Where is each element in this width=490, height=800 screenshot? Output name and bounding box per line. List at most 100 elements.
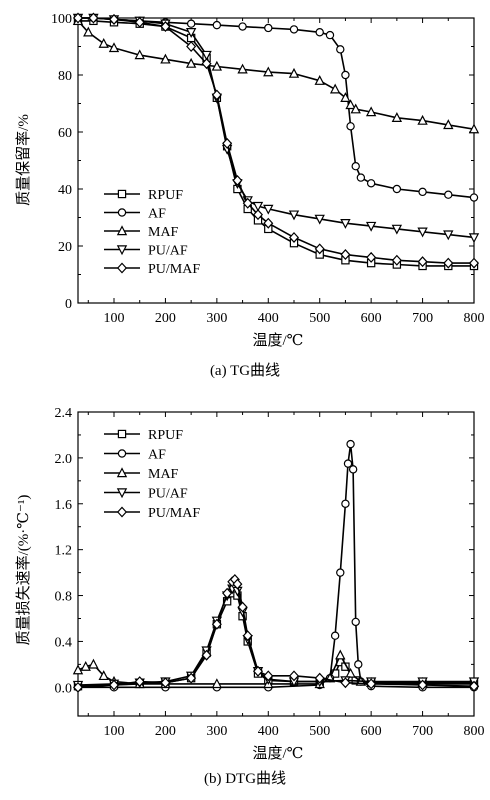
data-point bbox=[88, 658, 99, 669]
data-point bbox=[108, 42, 120, 53]
data-point bbox=[392, 184, 402, 194]
data-point bbox=[263, 204, 274, 215]
data-point bbox=[365, 106, 377, 117]
data-point bbox=[443, 257, 454, 269]
x-tick-label: 200 bbox=[155, 311, 176, 326]
series-af bbox=[73, 13, 479, 202]
series-pu-maf bbox=[72, 12, 480, 269]
y-tick-label: 2.0 bbox=[55, 452, 73, 467]
y-tick-label: 100 bbox=[51, 12, 72, 27]
x-tick-label: 800 bbox=[464, 724, 485, 739]
x-tick-label: 500 bbox=[309, 311, 330, 326]
data-point bbox=[329, 83, 341, 94]
legend-label: AF bbox=[148, 207, 166, 222]
data-point bbox=[444, 190, 453, 199]
data-point bbox=[346, 122, 355, 131]
y-tick-label: 0.4 bbox=[55, 635, 73, 650]
x-tick-label: 100 bbox=[104, 724, 125, 739]
data-point bbox=[201, 58, 212, 70]
x-tick-label: 700 bbox=[412, 724, 433, 739]
data-point bbox=[468, 233, 480, 244]
data-point bbox=[340, 249, 351, 261]
data-point bbox=[341, 70, 350, 80]
data-point bbox=[201, 50, 212, 61]
series-pu-af bbox=[72, 13, 480, 244]
data-point bbox=[185, 57, 197, 68]
y-tick-label: 2.4 bbox=[55, 406, 73, 421]
data-point bbox=[263, 217, 274, 229]
data-point bbox=[88, 12, 99, 24]
series-line bbox=[77, 20, 475, 130]
series-line bbox=[77, 578, 475, 689]
data-point bbox=[469, 193, 479, 202]
y-axis-label: 质量保留率/% bbox=[15, 114, 32, 206]
series-maf bbox=[72, 15, 480, 134]
data-point bbox=[252, 665, 264, 677]
data-point bbox=[201, 649, 212, 661]
data-point bbox=[341, 499, 350, 508]
data-point bbox=[160, 677, 171, 689]
data-point bbox=[417, 256, 428, 268]
data-point bbox=[325, 30, 335, 40]
data-point bbox=[242, 630, 253, 642]
legend-marker bbox=[116, 245, 128, 256]
data-point bbox=[288, 67, 300, 78]
x-tick-label: 200 bbox=[155, 724, 176, 739]
data-point bbox=[134, 49, 145, 60]
series-line bbox=[77, 592, 474, 687]
legend-label: MAF bbox=[148, 225, 179, 240]
data-point bbox=[80, 660, 91, 671]
data-point bbox=[417, 227, 428, 238]
data-point bbox=[83, 26, 94, 37]
tg-chart: 100 200 300 400 500 600 700 800 0 20 40 60 80 100 温度/℃… bbox=[15, 12, 485, 379]
data-point bbox=[340, 219, 351, 229]
legend-label: PU/MAF bbox=[148, 506, 200, 521]
y-tick-label: 0 bbox=[65, 297, 72, 312]
data-point bbox=[108, 679, 120, 691]
legend-marker bbox=[117, 449, 127, 458]
data-point bbox=[72, 664, 84, 675]
data-point bbox=[134, 16, 145, 28]
data-point bbox=[289, 25, 299, 34]
data-point bbox=[288, 210, 300, 221]
legend-marker bbox=[117, 429, 127, 439]
x-tick-label: 600 bbox=[361, 311, 382, 326]
data-point bbox=[185, 28, 197, 38]
series-pu-maf bbox=[72, 573, 480, 693]
data-point bbox=[351, 617, 360, 627]
data-point bbox=[348, 465, 358, 474]
x-tick-label: 700 bbox=[412, 311, 433, 326]
series-line bbox=[78, 17, 475, 239]
data-point bbox=[346, 439, 355, 449]
data-point bbox=[468, 123, 480, 134]
x-tick-label: 400 bbox=[258, 724, 279, 739]
data-point bbox=[354, 660, 363, 669]
data-point bbox=[336, 45, 345, 54]
panel-caption: (a) TG曲线 bbox=[210, 362, 280, 379]
data-point bbox=[237, 601, 248, 613]
data-point bbox=[340, 677, 351, 689]
legend-label: PU/AF bbox=[148, 244, 188, 259]
legend-marker bbox=[117, 208, 127, 217]
data-point bbox=[238, 22, 247, 31]
data-point bbox=[314, 75, 325, 85]
series-rpuf bbox=[73, 589, 479, 691]
data-point bbox=[391, 112, 403, 122]
legend-label: RPUF bbox=[148, 428, 183, 443]
data-point bbox=[98, 37, 109, 48]
data-point bbox=[366, 179, 376, 188]
legend-marker bbox=[116, 467, 128, 478]
data-point bbox=[468, 680, 480, 692]
x-tick-label: 300 bbox=[206, 311, 227, 326]
data-point bbox=[72, 681, 84, 693]
data-point bbox=[242, 197, 253, 209]
data-point bbox=[343, 459, 353, 468]
y-tick-label: 0.0 bbox=[55, 681, 73, 696]
y-tick-label: 40 bbox=[58, 183, 72, 198]
y-tick-label: 1.2 bbox=[55, 544, 73, 559]
data-point bbox=[160, 53, 171, 64]
data-point bbox=[391, 224, 403, 235]
legend-label: MAF bbox=[148, 467, 179, 482]
data-point bbox=[314, 243, 325, 255]
